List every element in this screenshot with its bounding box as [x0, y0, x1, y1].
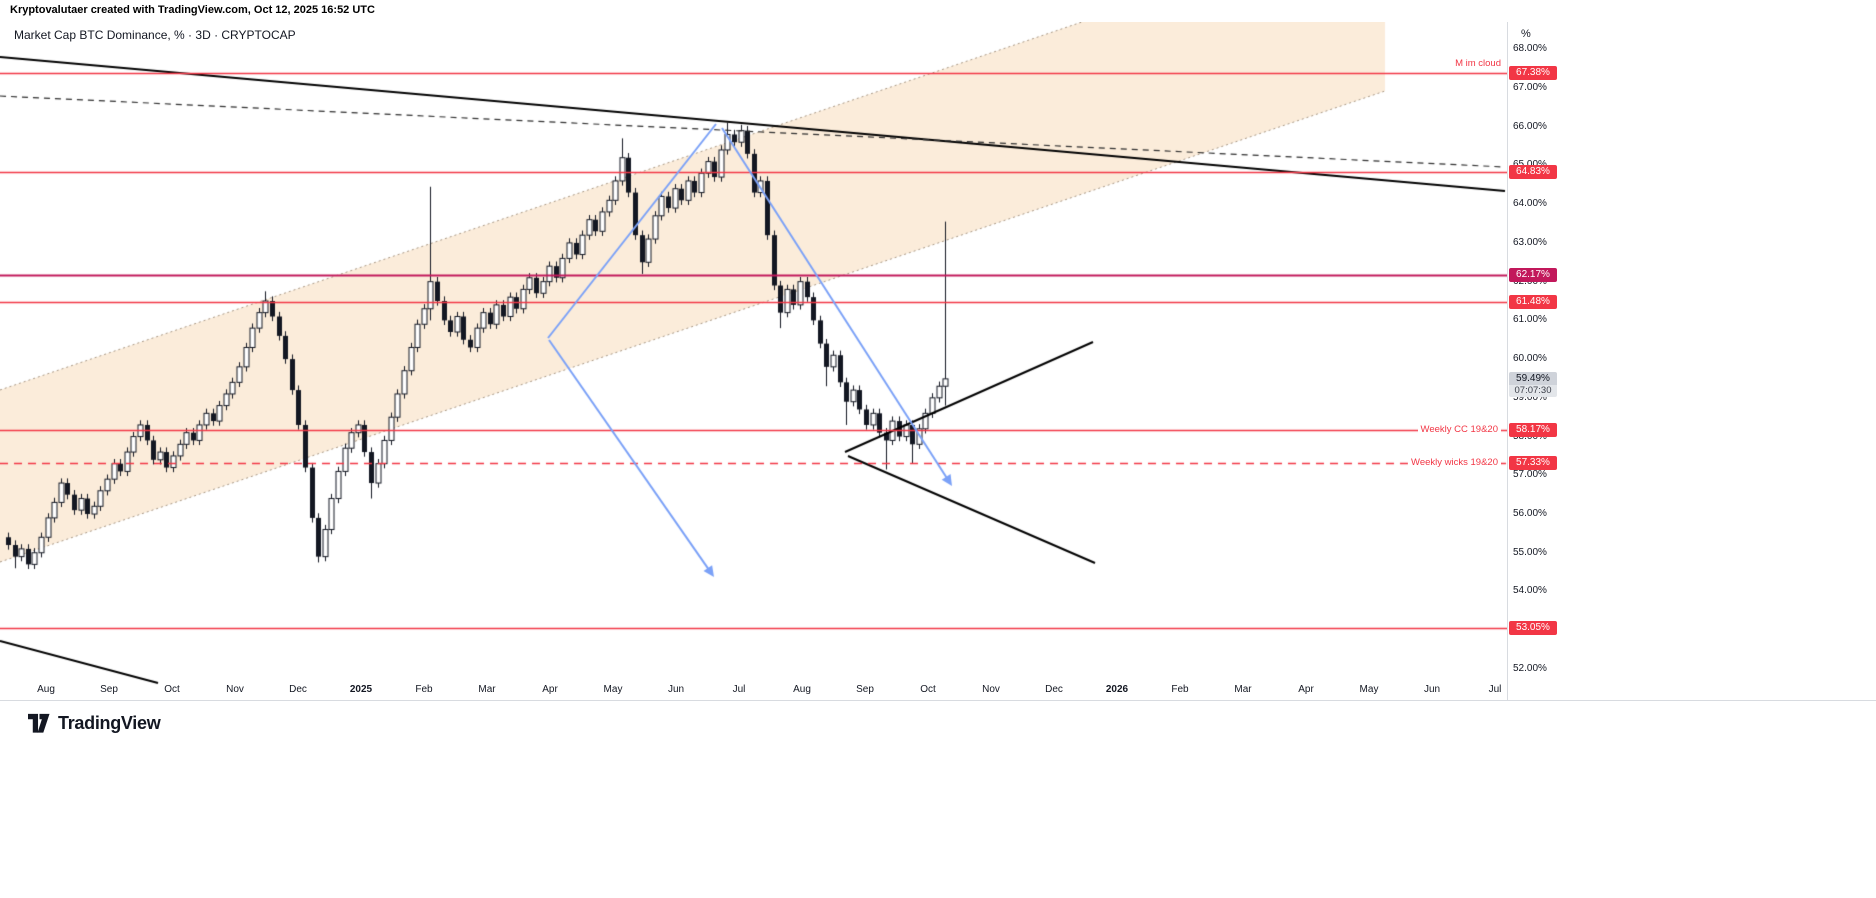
bar-countdown: 07:07:30 [1509, 385, 1557, 397]
month-label: Oct [920, 684, 936, 695]
price-tick: 67.00% [1513, 82, 1547, 93]
attribution-bar: Kryptovalutaer created with TradingView.… [0, 0, 1876, 22]
price-tick: 64.00% [1513, 198, 1547, 210]
current-price-value: 59.49% [1509, 372, 1557, 385]
attribution-text: Kryptovalutaer created with TradingView.… [10, 4, 375, 16]
month-label: 2025 [349, 684, 373, 695]
month-label: Aug [793, 684, 811, 695]
footer: TradingView [0, 701, 1876, 898]
chart-canvas[interactable] [0, 22, 1507, 700]
price-tick: 54.00% [1513, 585, 1547, 597]
price-tick: 68.00% [1513, 43, 1547, 55]
price-tick: 65.00% [1513, 159, 1547, 170]
price-tick: 60.00% [1513, 353, 1547, 365]
month-label: Dec [289, 684, 307, 695]
month-label: Apr [1298, 684, 1314, 695]
month-label: Oct [164, 684, 180, 695]
month-label: Jul [1488, 684, 1502, 695]
month-label: Dec [1045, 684, 1063, 695]
month-label: Mar [1234, 684, 1252, 695]
month-label: May [603, 684, 623, 695]
price-tick: 63.00% [1513, 236, 1547, 248]
price-tick: 52.00% [1513, 662, 1547, 674]
price-level-badge: 67.38% [1509, 66, 1557, 81]
time-axis[interactable]: Aug Sep Oct Nov Dec 2025 Feb Mar Apr May Jun Jul Aug… [0, 680, 1507, 700]
price-level-badge: 57.33% [1509, 455, 1557, 470]
price-axis[interactable]: % 59.49% 07:07:30 68.00% 67.00% 66.00% 65.0… [1507, 22, 1577, 700]
price-tick: 56.00% [1513, 508, 1547, 520]
month-label: 2026 [1105, 684, 1129, 695]
month-label: May [1359, 684, 1379, 695]
month-label: Sep [100, 684, 118, 695]
month-label: Jul [732, 684, 746, 695]
month-label: Mar [478, 684, 496, 695]
month-label: Sep [856, 684, 874, 695]
month-label: Feb [1171, 684, 1189, 695]
price-tick: 66.00% [1513, 120, 1547, 132]
current-price-badge: 59.49% 07:07:30 [1509, 372, 1557, 397]
price-tick: 59.00% [1513, 391, 1547, 403]
price-level-badge: 61.48% [1509, 294, 1557, 309]
month-label: Nov [982, 684, 1000, 695]
tradingview-logo[interactable]: TradingView [28, 713, 161, 734]
month-label: Jun [667, 684, 685, 695]
tradingview-wordmark: TradingView [58, 713, 161, 733]
month-label: Aug [37, 684, 55, 695]
price-level-badge: 64.83% [1509, 165, 1557, 180]
price-level-badge: 58.17% [1509, 422, 1557, 437]
price-tick: 57.00% [1513, 469, 1547, 481]
price-axis-unit: % [1521, 28, 1531, 40]
time-axis-border [0, 700, 1876, 701]
month-label: Apr [542, 684, 558, 695]
month-label: Jun [1423, 684, 1441, 695]
price-tick: 61.00% [1513, 314, 1547, 326]
price-level-badge: 62.17% [1509, 268, 1557, 283]
month-label: Nov [226, 684, 244, 695]
symbol-title: Market Cap BTC Dominance, % · 3D · CRYPT… [14, 28, 296, 42]
tradingview-logo-icon [28, 713, 50, 733]
price-tick: 55.00% [1513, 546, 1547, 558]
price-level-badge: 53.05% [1509, 621, 1557, 636]
month-label: Feb [415, 684, 433, 695]
price-axis-border [1507, 22, 1508, 700]
